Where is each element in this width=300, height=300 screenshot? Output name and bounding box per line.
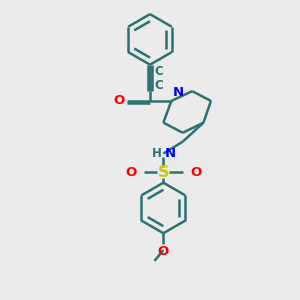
Text: C: C <box>154 64 163 78</box>
Text: O: O <box>190 166 201 179</box>
Text: N: N <box>172 86 184 100</box>
Text: O: O <box>125 166 136 179</box>
Text: S: S <box>158 165 169 180</box>
Text: H: H <box>152 147 162 160</box>
Text: O: O <box>158 245 169 258</box>
Text: N: N <box>165 147 176 160</box>
Text: C: C <box>154 79 163 92</box>
Text: O: O <box>113 94 124 107</box>
